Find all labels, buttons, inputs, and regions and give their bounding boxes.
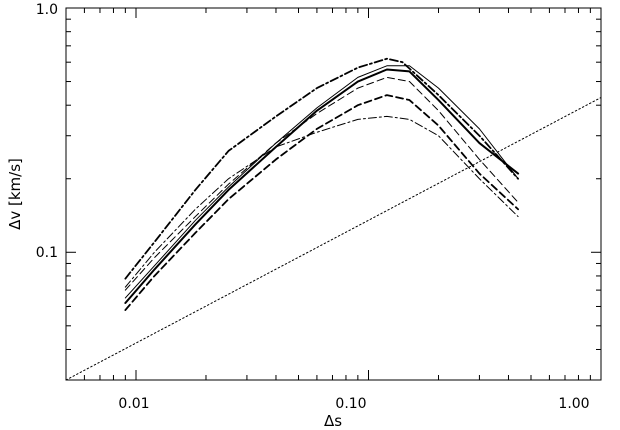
- series-line-4: [124, 76, 519, 291]
- series-line-1: [124, 65, 519, 299]
- series-line-3: [124, 94, 519, 311]
- tick-marks: [65, 7, 602, 381]
- y-axis-label: Δv [km/s]: [6, 158, 24, 230]
- x-axis-label: Δs: [324, 412, 342, 430]
- plot-frame: [65, 7, 602, 381]
- series-line-5: [124, 115, 519, 288]
- series-line-0: [124, 68, 520, 304]
- series-line-2: [124, 57, 519, 280]
- y-tick-label-0: 0.1: [36, 245, 58, 261]
- series-line-6: [65, 97, 602, 381]
- x-tick-label-1: 0.10: [335, 396, 366, 412]
- y-tick-label-1: 1.0: [36, 2, 58, 18]
- x-tick-label-0: 0.01: [118, 396, 149, 412]
- x-tick-label-2: 1.00: [558, 396, 589, 412]
- series-layer: [65, 57, 602, 381]
